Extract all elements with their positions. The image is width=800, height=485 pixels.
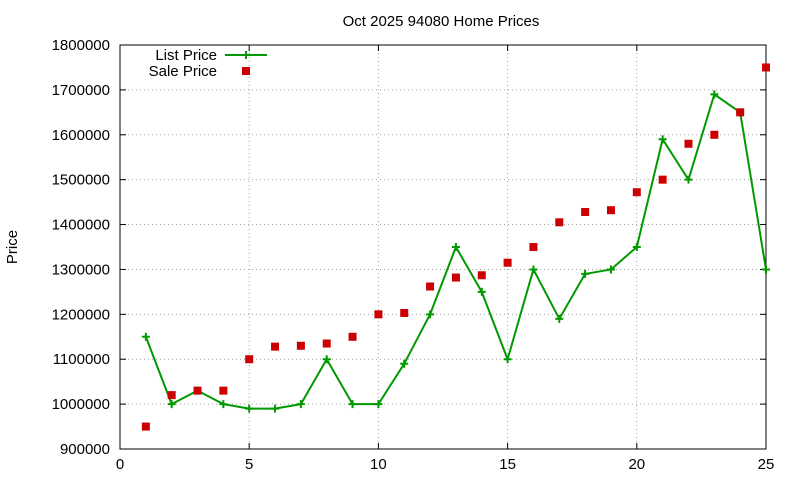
list-price-point (658, 135, 667, 144)
list-price-point (271, 404, 280, 413)
y-tick-label: 900000 (60, 441, 110, 458)
series-layer (141, 63, 770, 431)
y-tick-label: 1700000 (52, 82, 110, 99)
sale-price-point (400, 308, 409, 317)
list-price-point (632, 243, 641, 251)
x-tick-label: 15 (499, 456, 516, 473)
list-price-point (348, 400, 357, 409)
sale-price-point (193, 386, 202, 395)
sale-price-point (374, 310, 383, 319)
list-price-point (167, 400, 176, 409)
list-price-point (322, 355, 331, 364)
y-axis-label: Price (4, 230, 21, 264)
sale-price-point (658, 175, 667, 184)
sale-price-point (529, 243, 538, 251)
list-price-point (606, 265, 615, 274)
list-price-point (451, 243, 460, 251)
sale-price-point (555, 218, 564, 227)
y-tick-label: 1500000 (52, 172, 110, 189)
list-price-point (477, 287, 486, 296)
list-price-point (529, 265, 538, 274)
x-tick-label: 10 (370, 456, 387, 473)
legend-swatch (242, 51, 250, 59)
y-tick-label: 1800000 (52, 37, 110, 54)
list-price-point (503, 355, 512, 364)
sale-price-point (322, 339, 331, 348)
sale-price-point (348, 332, 357, 341)
sale-price-point (710, 130, 719, 139)
series-list-price (141, 90, 770, 413)
x-tick-label: 25 (758, 456, 775, 473)
list-price-point (296, 400, 305, 409)
legend-label: Sale Price (149, 63, 217, 80)
list-price-point (374, 400, 383, 409)
sale-price-point (503, 258, 512, 267)
x-tick-label: 20 (628, 456, 645, 473)
list-price-point (710, 90, 719, 99)
list-price-line (144, 93, 767, 410)
list-price-point (141, 332, 150, 341)
y-tick-label: 1000000 (52, 396, 110, 413)
sale-price-point (426, 282, 435, 291)
legend-swatch (242, 67, 250, 75)
x-tick-label: 5 (245, 456, 253, 473)
sale-price-point (271, 342, 280, 351)
sale-price-point (141, 422, 150, 431)
plot-border (119, 44, 767, 450)
y-tick-label: 1300000 (52, 261, 110, 278)
sale-price-point (684, 139, 693, 148)
x-tick-label: 0 (116, 456, 124, 473)
sale-price-point (581, 207, 590, 216)
sale-price-point (245, 355, 254, 364)
list-price-point (684, 175, 693, 184)
sale-price-point (477, 271, 486, 280)
list-price-point (245, 404, 254, 413)
sale-price-point (632, 188, 641, 197)
legend-label: List Price (155, 47, 217, 64)
sale-price-point (451, 273, 460, 282)
x-tick-labels: 0 5 10 15 20 25 (116, 456, 775, 473)
grid-lines (120, 45, 766, 449)
y-tick-label: 1400000 (52, 217, 110, 234)
y-tick-label: 1100000 (53, 351, 110, 368)
list-price-point (581, 269, 590, 278)
y-tick-labels: 900000 1000000 1100000 1200000 1300000 140000… (52, 37, 110, 458)
sale-price-point (736, 108, 745, 117)
sale-price-point (219, 386, 228, 395)
axis-ticks (119, 44, 767, 450)
chart-title: Oct 2025 94080 Home Prices (343, 13, 540, 30)
list-price-point (426, 310, 435, 319)
sale-price-point (296, 341, 305, 350)
y-tick-label: 1200000 (52, 306, 110, 323)
y-tick-label: 1600000 (52, 127, 110, 144)
list-price-point (400, 359, 409, 368)
list-price-point (219, 400, 228, 409)
sale-price-point (606, 206, 615, 215)
list-price-point (555, 314, 564, 323)
sale-price-point (762, 63, 770, 72)
list-price-point (762, 265, 770, 274)
series-sale-price (141, 63, 770, 431)
sale-price-point (167, 391, 176, 400)
